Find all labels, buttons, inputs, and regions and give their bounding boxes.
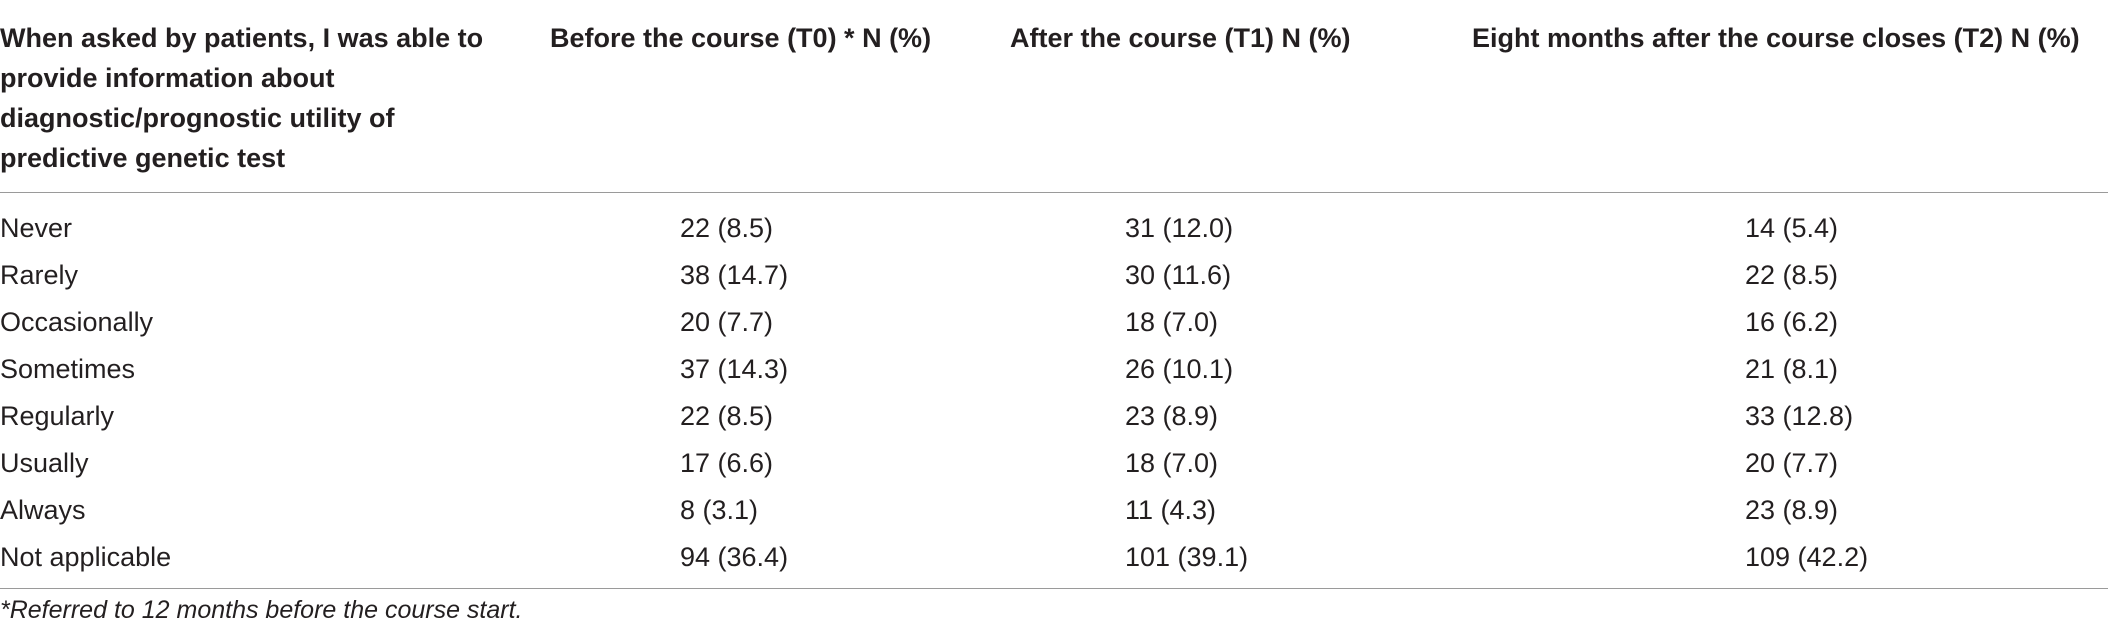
table-row: Occasionally 20 (7.7) 18 (7.0) 16 (6.2) bbox=[0, 299, 2108, 346]
cell-t0: 17 (6.6) bbox=[680, 448, 774, 478]
cell-t0: 37 (14.3) bbox=[680, 354, 789, 384]
cell-t1: 23 (8.9) bbox=[1125, 401, 1219, 431]
column-header-question: When asked by patients, I was able to pr… bbox=[0, 0, 540, 193]
table-body: Never 22 (8.5) 31 (12.0) 14 (5.4) Rarely… bbox=[0, 193, 2108, 589]
cell-t1: 31 (12.0) bbox=[1125, 213, 1234, 243]
cell-t1: 30 (11.6) bbox=[1125, 260, 1232, 290]
cell-t2: 22 (8.5) bbox=[1745, 260, 1839, 290]
table-row: Not applicable 94 (36.4) 101 (39.1) 109 … bbox=[0, 534, 2108, 589]
cell-t1: 11 (4.3) bbox=[1125, 495, 1217, 525]
row-label: Not applicable bbox=[0, 534, 540, 589]
cell-t2: 21 (8.1) bbox=[1745, 354, 1839, 384]
table-row: Usually 17 (6.6) 18 (7.0) 20 (7.7) bbox=[0, 440, 2108, 487]
cell-t2: 23 (8.9) bbox=[1745, 495, 1839, 525]
cell-t2: 20 (7.7) bbox=[1745, 448, 1839, 478]
table-row: Regularly 22 (8.5) 23 (8.9) 33 (12.8) bbox=[0, 393, 2108, 440]
cell-t2: 14 (5.4) bbox=[1745, 213, 1839, 243]
table-row: Rarely 38 (14.7) 30 (11.6) 22 (8.5) bbox=[0, 252, 2108, 299]
row-label: Usually bbox=[0, 448, 89, 478]
row-label: Regularly bbox=[0, 401, 115, 431]
column-header-t2: Eight months after the course closes (T2… bbox=[1420, 0, 2108, 193]
cell-t1: 18 (7.0) bbox=[1125, 307, 1219, 337]
row-label: Rarely bbox=[0, 260, 79, 290]
cell-t0: 22 (8.5) bbox=[680, 401, 774, 431]
results-table: When asked by patients, I was able to pr… bbox=[0, 0, 2108, 589]
table-footnote: *Referred to 12 months before the course… bbox=[0, 596, 523, 624]
table-row: Always 8 (3.1) 11 (4.3) 23 (8.9) bbox=[0, 487, 2108, 534]
cell-t1: 18 (7.0) bbox=[1125, 448, 1219, 478]
row-label: Sometimes bbox=[0, 354, 136, 384]
table-header: When asked by patients, I was able to pr… bbox=[0, 0, 2108, 193]
cell-t2: 16 (6.2) bbox=[1745, 307, 1839, 337]
cell-t0: 38 (14.7) bbox=[680, 260, 789, 290]
table-row: Sometimes 37 (14.3) 26 (10.1) 21 (8.1) bbox=[0, 346, 2108, 393]
row-label: Never bbox=[0, 213, 73, 243]
cell-t1: 26 (10.1) bbox=[1125, 354, 1234, 384]
table-row: Never 22 (8.5) 31 (12.0) 14 (5.4) bbox=[0, 193, 2108, 253]
cell-t2: 109 (42.2) bbox=[1420, 534, 2108, 589]
row-label: Occasionally bbox=[0, 307, 154, 337]
cell-t0: 22 (8.5) bbox=[680, 213, 774, 243]
row-label: Always bbox=[0, 495, 86, 525]
cell-t0: 94 (36.4) bbox=[540, 534, 990, 589]
cell-t0: 8 (3.1) bbox=[680, 495, 759, 525]
cell-t1: 101 (39.1) bbox=[990, 534, 1420, 589]
cell-t0: 20 (7.7) bbox=[680, 307, 774, 337]
header-row: When asked by patients, I was able to pr… bbox=[0, 0, 2108, 193]
column-header-t0: Before the course (T0) * N (%) bbox=[540, 0, 990, 193]
column-header-t1: After the course (T1) N (%) bbox=[990, 0, 1420, 193]
cell-t2: 33 (12.8) bbox=[1745, 401, 1854, 431]
